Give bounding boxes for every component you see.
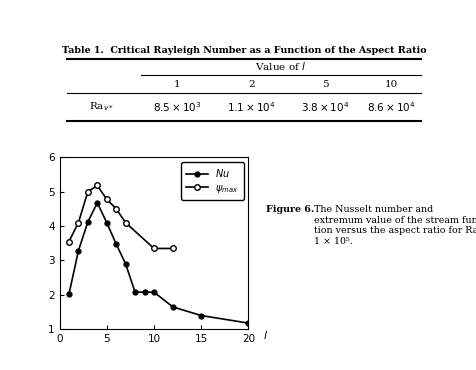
Nu (151, 290, 157, 295)
$\psi_{max}$ (170, 246, 176, 250)
Nu (142, 290, 148, 295)
Text: 10: 10 (385, 80, 398, 89)
Text: 5: 5 (322, 80, 328, 89)
Text: The Nusselt number and
extremum value of the stream func-
tion versus the aspect: The Nusselt number and extremum value of… (314, 205, 476, 246)
$\psi_{max}$ (123, 221, 129, 225)
Line: $\psi_{max}$: $\psi_{max}$ (66, 183, 176, 251)
Nu (113, 242, 119, 246)
Text: $8.6 \times 10^4$: $8.6 \times 10^4$ (367, 100, 416, 114)
Text: Figure 6.: Figure 6. (266, 205, 314, 215)
$\psi_{max}$ (113, 207, 119, 211)
Line: Nu: Nu (67, 200, 251, 326)
$\psi_{max}$ (85, 189, 91, 194)
Text: $3.8 \times 10^4$: $3.8 \times 10^4$ (301, 100, 349, 114)
Text: Ra$_{\mathit{v}*}$: Ra$_{\mathit{v}*}$ (89, 101, 114, 113)
$\psi_{max}$ (66, 239, 72, 244)
$\psi_{max}$ (94, 183, 100, 188)
Legend: $Nu$, $\psi_{max}$: $Nu$, $\psi_{max}$ (181, 162, 244, 200)
Nu (76, 249, 81, 253)
Nu (246, 321, 251, 325)
Text: $8.5 \times 10^3$: $8.5 \times 10^3$ (153, 100, 202, 114)
$\psi_{max}$ (151, 246, 157, 250)
Nu (198, 313, 204, 318)
Text: 1: 1 (174, 80, 181, 89)
Nu (132, 290, 138, 295)
Nu (104, 221, 109, 225)
Text: Value of $l$: Value of $l$ (255, 60, 307, 72)
Text: Table 1.  Critical Rayleigh Number as a Function of the Aspect Ratio: Table 1. Critical Rayleigh Number as a F… (61, 46, 426, 55)
Nu (94, 201, 100, 205)
Text: $1.1 \times 10^4$: $1.1 \times 10^4$ (227, 100, 276, 114)
Nu (85, 220, 91, 224)
Nu (66, 292, 72, 296)
Nu (123, 262, 129, 266)
Nu (170, 305, 176, 309)
$\psi_{max}$ (76, 221, 81, 225)
Text: $l$: $l$ (263, 329, 268, 341)
Text: 2: 2 (248, 80, 255, 89)
$\psi_{max}$ (104, 197, 109, 202)
